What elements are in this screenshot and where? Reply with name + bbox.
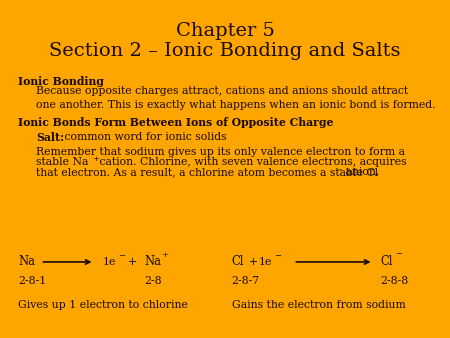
Text: 2-8: 2-8 [144, 276, 162, 286]
Text: Na: Na [144, 256, 161, 268]
Text: 1e: 1e [103, 257, 116, 267]
Text: +: + [161, 250, 168, 259]
Text: Remember that sodium gives up its only valence electron to form a: Remember that sodium gives up its only v… [36, 147, 405, 157]
Text: cation. Chlorine, with seven valence electrons, acquires: cation. Chlorine, with seven valence ele… [96, 157, 407, 167]
Text: Salt:: Salt: [36, 132, 64, 143]
Text: Chapter 5: Chapter 5 [176, 22, 274, 40]
Text: anion.: anion. [342, 167, 379, 177]
Text: 1e: 1e [258, 257, 272, 267]
Text: that electron. As a result, a chlorine atom becomes a stable Cl: that electron. As a result, a chlorine a… [36, 167, 378, 177]
Text: Ionic Bonding: Ionic Bonding [18, 76, 104, 87]
Text: Gives up 1 electron to chlorine: Gives up 1 electron to chlorine [18, 300, 188, 310]
Text: Gains the electron from sodium: Gains the electron from sodium [232, 300, 405, 310]
Text: 2-8-7: 2-8-7 [232, 276, 260, 286]
Text: +: + [92, 155, 99, 163]
Text: −: − [118, 252, 126, 261]
Text: Cl: Cl [380, 256, 393, 268]
Text: stable Na: stable Na [36, 157, 88, 167]
Text: 2-8-1: 2-8-1 [18, 276, 46, 286]
Text: Section 2 – Ionic Bonding and Salts: Section 2 – Ionic Bonding and Salts [49, 42, 401, 60]
Text: +: + [128, 257, 137, 267]
Text: –: – [338, 165, 342, 173]
Text: +: + [249, 257, 258, 267]
Text: Na: Na [18, 256, 35, 268]
Text: common word for ionic solids: common word for ionic solids [61, 132, 226, 142]
Text: −: − [274, 252, 281, 261]
Text: −: − [395, 250, 402, 259]
Text: 2-8-8: 2-8-8 [380, 276, 409, 286]
Text: Because opposite charges attract, cations and anions should attract
one another.: Because opposite charges attract, cation… [36, 86, 436, 110]
Text: Cl: Cl [232, 256, 244, 268]
Text: Ionic Bonds Form Between Ions of Opposite Charge: Ionic Bonds Form Between Ions of Opposit… [18, 117, 333, 128]
